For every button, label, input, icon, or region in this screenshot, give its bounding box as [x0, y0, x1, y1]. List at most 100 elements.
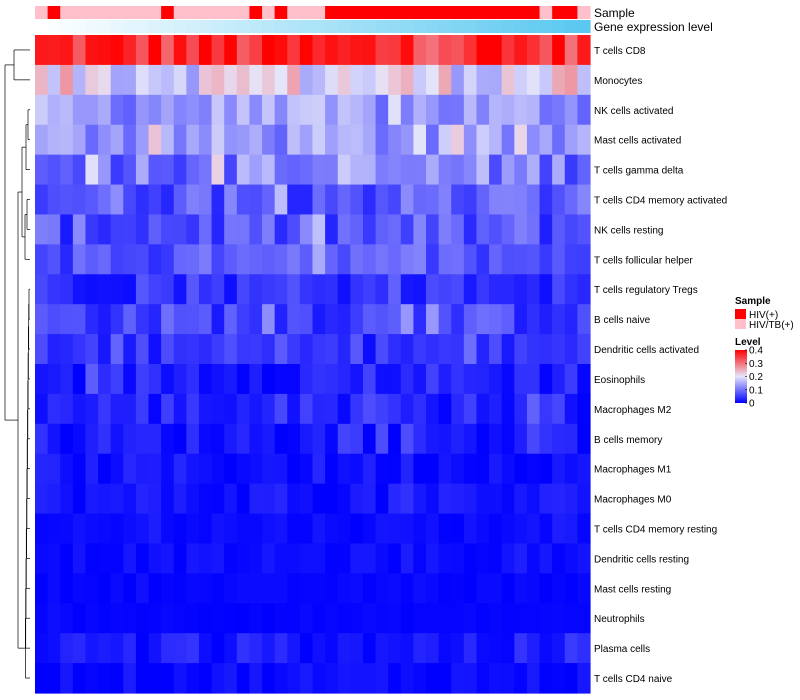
heatmap-cell — [85, 364, 99, 395]
heatmap-cell — [489, 184, 503, 216]
heatmap-cell — [400, 423, 415, 455]
heatmap-cell — [577, 244, 591, 275]
heatmap-cell — [501, 543, 515, 574]
heatmap-cell — [514, 513, 528, 545]
heatmap-cell — [451, 364, 465, 395]
heatmap-cell — [135, 154, 150, 186]
heatmap-cell — [224, 244, 238, 275]
heatmap-cell — [539, 304, 553, 335]
heatmap-cell — [85, 393, 99, 425]
heatmap-cell — [47, 244, 61, 275]
heatmap-cell — [198, 543, 213, 574]
heatmap-cell — [249, 35, 263, 66]
heatmap-cells — [35, 35, 591, 694]
legend-level-title: Level — [735, 337, 761, 348]
heatmap-cell — [262, 453, 276, 485]
heatmap-cell — [451, 244, 465, 275]
heatmap-cell — [47, 393, 61, 425]
heatmap-cell — [236, 304, 251, 335]
heatmap-cell — [161, 274, 175, 305]
row-label: NK cells resting — [594, 225, 663, 236]
heatmap-cell — [463, 274, 478, 305]
heatmap-cell — [564, 453, 578, 485]
expression-track-cell — [526, 20, 541, 33]
heatmap-cell — [211, 35, 225, 66]
heatmap-cell — [312, 633, 326, 664]
heatmap-cell — [451, 483, 465, 515]
heatmap-cell — [312, 603, 326, 634]
heatmap-cell — [85, 573, 99, 604]
heatmap-cell — [224, 423, 238, 455]
heatmap-cell — [186, 453, 200, 485]
heatmap-cell — [451, 513, 465, 545]
heatmap-cell — [274, 364, 288, 395]
heatmap-cell — [186, 304, 200, 335]
heatmap-cell — [198, 663, 213, 694]
heatmap-cell — [400, 603, 415, 634]
heatmap-cell — [123, 304, 137, 335]
heatmap-cell — [47, 64, 61, 96]
heatmap-cell — [249, 393, 263, 425]
heatmap-cell — [236, 513, 251, 545]
heatmap-cell — [362, 64, 377, 96]
expression-track-cell — [249, 20, 263, 33]
heatmap-cell — [325, 543, 339, 574]
heatmap-cell — [173, 633, 187, 664]
heatmap-cell — [526, 393, 541, 425]
heatmap-cell — [299, 35, 314, 66]
sample-track-cell — [350, 6, 364, 19]
heatmap-cell — [514, 453, 528, 485]
heatmap-cell — [249, 184, 263, 216]
heatmap-cell — [35, 663, 49, 694]
heatmap-cell — [413, 244, 427, 275]
heatmap-cell — [426, 573, 440, 604]
heatmap-cell — [262, 603, 276, 634]
heatmap-cell — [463, 64, 478, 96]
row-label: Macrophages M1 — [594, 465, 672, 476]
heatmap-cell — [123, 573, 137, 604]
heatmap-cell — [85, 423, 99, 455]
heatmap-cell — [224, 573, 238, 604]
row-labels: T cells CD8 Monocytes NK cells activated Ma… — [594, 46, 727, 685]
heatmap-cell — [325, 94, 339, 126]
heatmap-cell — [287, 184, 301, 216]
heatmap-cell — [426, 214, 440, 245]
heatmap-cell — [299, 543, 314, 574]
heatmap-cell — [135, 35, 150, 66]
heatmap-cell — [85, 214, 99, 245]
heatmap-cell — [539, 184, 553, 216]
heatmap-cell — [173, 483, 187, 515]
heatmap-cell — [451, 35, 465, 66]
heatmap-cell — [552, 274, 566, 305]
heatmap-cell — [249, 603, 263, 634]
heatmap-cell — [388, 35, 402, 66]
heatmap-cell — [35, 64, 49, 96]
heatmap-cell — [236, 334, 251, 365]
sample-track-cell — [564, 6, 578, 19]
heatmap-cell — [198, 274, 213, 305]
heatmap-cell — [72, 304, 87, 335]
sample-track-cell — [312, 6, 326, 19]
heatmap-cell — [426, 543, 440, 574]
heatmap-cell — [526, 214, 541, 245]
heatmap-cell — [198, 64, 213, 96]
sample-track-cell — [438, 6, 452, 19]
heatmap-cell — [325, 154, 339, 186]
heatmap-cell — [514, 124, 528, 156]
heatmap-cell — [148, 633, 162, 664]
heatmap-cell — [211, 364, 225, 395]
heatmap-cell — [110, 543, 124, 574]
heatmap-cell — [337, 543, 351, 574]
heatmap-cell — [337, 244, 351, 275]
heatmap-cell — [274, 393, 288, 425]
heatmap-cell — [85, 483, 99, 515]
heatmap-cell — [514, 35, 528, 66]
heatmap-cell — [173, 543, 187, 574]
heatmap-cell — [299, 274, 314, 305]
heatmap-cell — [135, 453, 150, 485]
heatmap-cell — [350, 64, 364, 96]
heatmap-cell — [224, 35, 238, 66]
heatmap-cell — [552, 64, 566, 96]
heatmap-cell — [110, 633, 124, 664]
row-label: Dendritic cells resting — [594, 554, 689, 565]
